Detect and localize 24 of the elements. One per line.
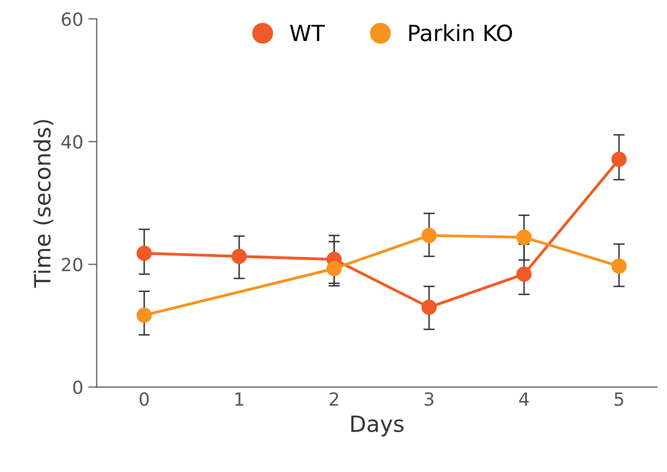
point xyxy=(421,300,437,315)
point xyxy=(326,260,342,276)
x-tick-label: 4 xyxy=(519,392,529,406)
point xyxy=(516,230,532,245)
legend-label: Parkin KO xyxy=(409,24,512,42)
x-tick-label: 1 xyxy=(235,392,244,406)
x-tick-label: 0 xyxy=(140,392,149,406)
x-tick-label: 5 xyxy=(614,392,624,406)
y-tick-label: 60 xyxy=(62,12,82,26)
point xyxy=(232,248,247,264)
point xyxy=(611,258,627,274)
point xyxy=(516,266,532,282)
x-tick-label: 3 xyxy=(424,392,434,406)
point xyxy=(136,308,152,323)
y-tick-label: 40 xyxy=(61,135,82,149)
x-tick-label: 2 xyxy=(330,392,338,406)
point xyxy=(611,152,627,168)
x-axis-title: Days xyxy=(351,416,404,436)
y-tick-label: 0 xyxy=(73,380,82,394)
y-tick-label: 20 xyxy=(62,258,82,272)
point xyxy=(136,246,152,261)
y-axis-title: Time (seconds) xyxy=(33,120,54,288)
point xyxy=(421,228,437,244)
legend-label: WT xyxy=(290,24,325,42)
